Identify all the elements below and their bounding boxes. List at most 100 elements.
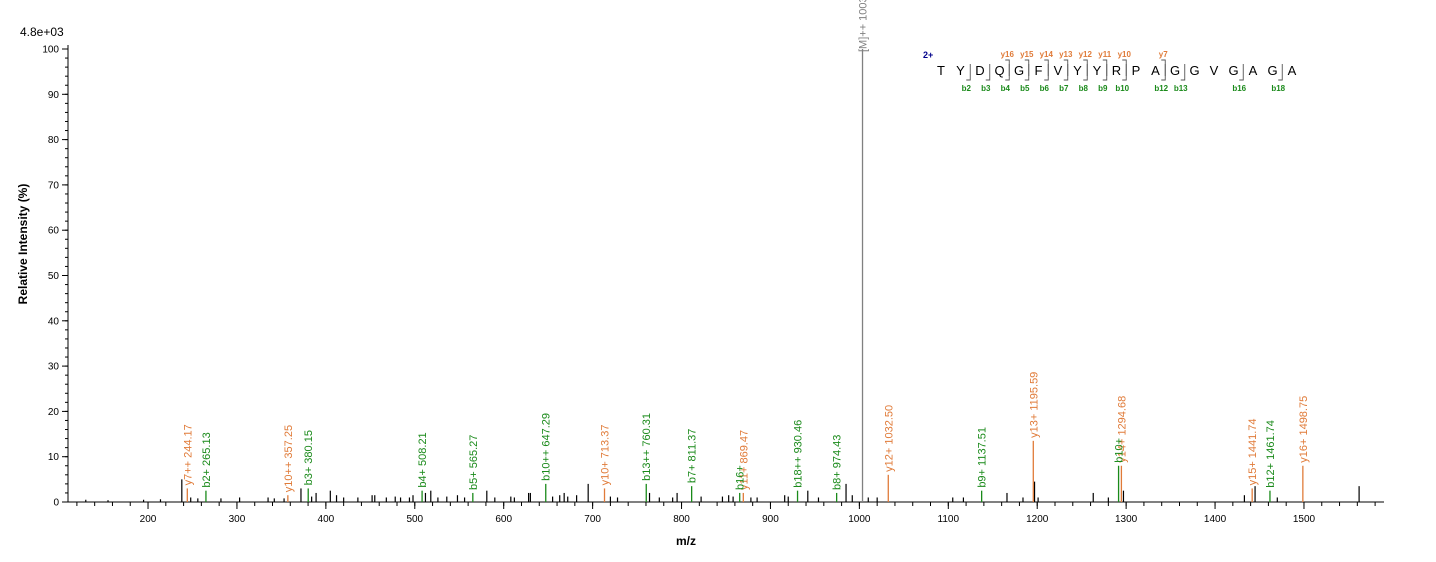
y-fragment-bracket xyxy=(1161,59,1166,76)
sequence-residue: Y xyxy=(956,63,965,78)
sequence-residue: V xyxy=(1054,63,1063,78)
charge-state-label: 2+ xyxy=(923,50,933,60)
y-tick-label: 70 xyxy=(48,180,60,191)
b-ion-label: b3+ 380.15 xyxy=(303,430,315,485)
b-fragment-label: b8 xyxy=(1079,84,1089,93)
y-fragment-bracket xyxy=(1102,59,1108,76)
sequence-residue: A xyxy=(1288,63,1297,78)
y-tick-label: 10 xyxy=(48,452,60,463)
b-ion-label: b5+ 565.27 xyxy=(468,435,480,490)
sequence-residue: F xyxy=(1035,63,1043,78)
y-fragment-bracket xyxy=(1044,59,1049,76)
y-fragment-bracket xyxy=(1122,59,1127,76)
y-fragment-label: y12 xyxy=(1079,50,1093,59)
b-fragment-label: b4 xyxy=(1001,84,1011,93)
b-fragment-label: b12 xyxy=(1154,84,1168,93)
x-tick-label: 700 xyxy=(584,514,601,525)
b-fragment-bracket xyxy=(1122,64,1127,81)
b-fragment-bracket xyxy=(1239,64,1244,81)
b-fragment-bracket xyxy=(985,64,991,81)
b-fragment-bracket xyxy=(1180,64,1186,81)
b-fragment-bracket xyxy=(1083,64,1088,81)
y-ion-label: y10+ 713.37 xyxy=(600,425,612,486)
x-tick-label: 900 xyxy=(762,514,779,525)
x-tick-label: 500 xyxy=(406,514,423,525)
b-fragment-label: b2 xyxy=(962,84,972,93)
y-fragment-bracket xyxy=(1063,59,1069,76)
x-tick-label: 1400 xyxy=(1204,514,1227,525)
axes: 200 300 400 500 600 700 800 900 1000 1100 1200 1300… xyxy=(42,45,1384,525)
y-ion-label: y12+ 1032.50 xyxy=(883,405,895,472)
peaks xyxy=(85,49,1360,502)
sequence-residue: Y xyxy=(1073,63,1082,78)
b-ion-label: b10+ xyxy=(1114,438,1126,463)
sequence-residue: G xyxy=(1267,63,1277,78)
b-fragment-bracket xyxy=(1278,64,1283,81)
sequence-residue: T xyxy=(937,63,945,78)
y-axis-title: Relative Intensity (%) xyxy=(16,184,30,305)
y-tick-label: 90 xyxy=(48,90,60,101)
y-fragment-label: y11 xyxy=(1098,50,1111,59)
b-ion-label: b7+ 811.37 xyxy=(687,429,699,484)
x-tick-label: 300 xyxy=(229,514,246,525)
y-fragment-label: y13 xyxy=(1059,50,1073,59)
x-tick-label: 1200 xyxy=(1026,514,1049,525)
b-fragment-label: b3 xyxy=(981,84,991,93)
b-fragment-bracket xyxy=(1161,64,1166,81)
y-ion-label: y10++ 357.25 xyxy=(283,425,295,492)
y-fragment-label: y16 xyxy=(1001,50,1015,59)
y-tick-label: 80 xyxy=(48,135,60,146)
y-fragment-bracket xyxy=(1024,59,1030,76)
y-ion-label: y11+ 869.47 xyxy=(738,430,750,490)
x-axis-title: m/z xyxy=(676,534,696,548)
sequence-residue: D xyxy=(975,63,984,78)
b-fragment-label: b6 xyxy=(1040,84,1050,93)
y-tick-label: 50 xyxy=(48,271,60,282)
b-fragment-label: b16 xyxy=(1232,84,1246,93)
sequence-residue: R xyxy=(1112,63,1121,78)
b-fragment-label: b5 xyxy=(1020,84,1030,93)
x-tick-label: 1500 xyxy=(1293,514,1316,525)
y-tick-label: 40 xyxy=(48,316,60,327)
sequence-residue: G xyxy=(1170,63,1180,78)
b-fragment-label: b10 xyxy=(1115,84,1129,93)
x-tick-label: 1300 xyxy=(1115,514,1138,525)
y-fragment-label: y10 xyxy=(1118,50,1132,59)
y-ion-label: y14+ 1294.68 xyxy=(1116,396,1128,463)
y-fragment-bracket xyxy=(1005,59,1010,76)
b-ion-label: b4+ 508.21 xyxy=(417,432,429,487)
y-fragment-bracket xyxy=(1083,59,1088,76)
y-fragment-label: y14 xyxy=(1040,50,1054,59)
y-fragment-label: y7 xyxy=(1159,50,1168,59)
precursor-ion-label: [M]++ 1003.53 xyxy=(858,0,870,52)
b-ion-label: b18++ 930.46 xyxy=(793,420,805,488)
sequence-residue: A xyxy=(1249,63,1258,78)
sequence-residue: G xyxy=(1228,63,1238,78)
x-tick-label: 800 xyxy=(673,514,690,525)
b-fragment-bracket xyxy=(1005,64,1010,81)
sequence-residue: V xyxy=(1210,63,1219,78)
b-ion-label: b12+ 1461.74 xyxy=(1265,420,1277,488)
x-tick-label: 400 xyxy=(318,514,335,525)
b-fragment-bracket xyxy=(1044,64,1049,81)
sequence-residue: Q xyxy=(994,63,1004,78)
y-ion-label: y7++ 244.17 xyxy=(182,424,194,485)
sequence-residue: P xyxy=(1132,63,1141,78)
sequence-residue: A xyxy=(1151,63,1160,78)
y-tick-label: 20 xyxy=(48,407,60,418)
x-tick-label: 1000 xyxy=(848,514,871,525)
b-ion-label: b16+ xyxy=(735,465,747,490)
b-ion-label: b9+ 1137.51 xyxy=(977,427,989,488)
b-fragment-label: b9 xyxy=(1098,84,1108,93)
b-fragment-label: b13 xyxy=(1174,84,1188,93)
x-tick-label: 1100 xyxy=(938,514,960,525)
peak-labels: [M]++ 1003.53 y7++ 244.17 y10++ 357.25 y10+… xyxy=(182,0,1310,492)
b-fragment-bracket xyxy=(1024,64,1030,81)
b-fragment-bracket xyxy=(966,64,971,81)
y-tick-label: 100 xyxy=(42,45,59,56)
b-ion-label: b13++ 760.31 xyxy=(641,413,653,481)
y-ion-label: y13+ 1195.59 xyxy=(1028,372,1040,438)
b-ion-label: b2+ 265.13 xyxy=(201,432,213,487)
